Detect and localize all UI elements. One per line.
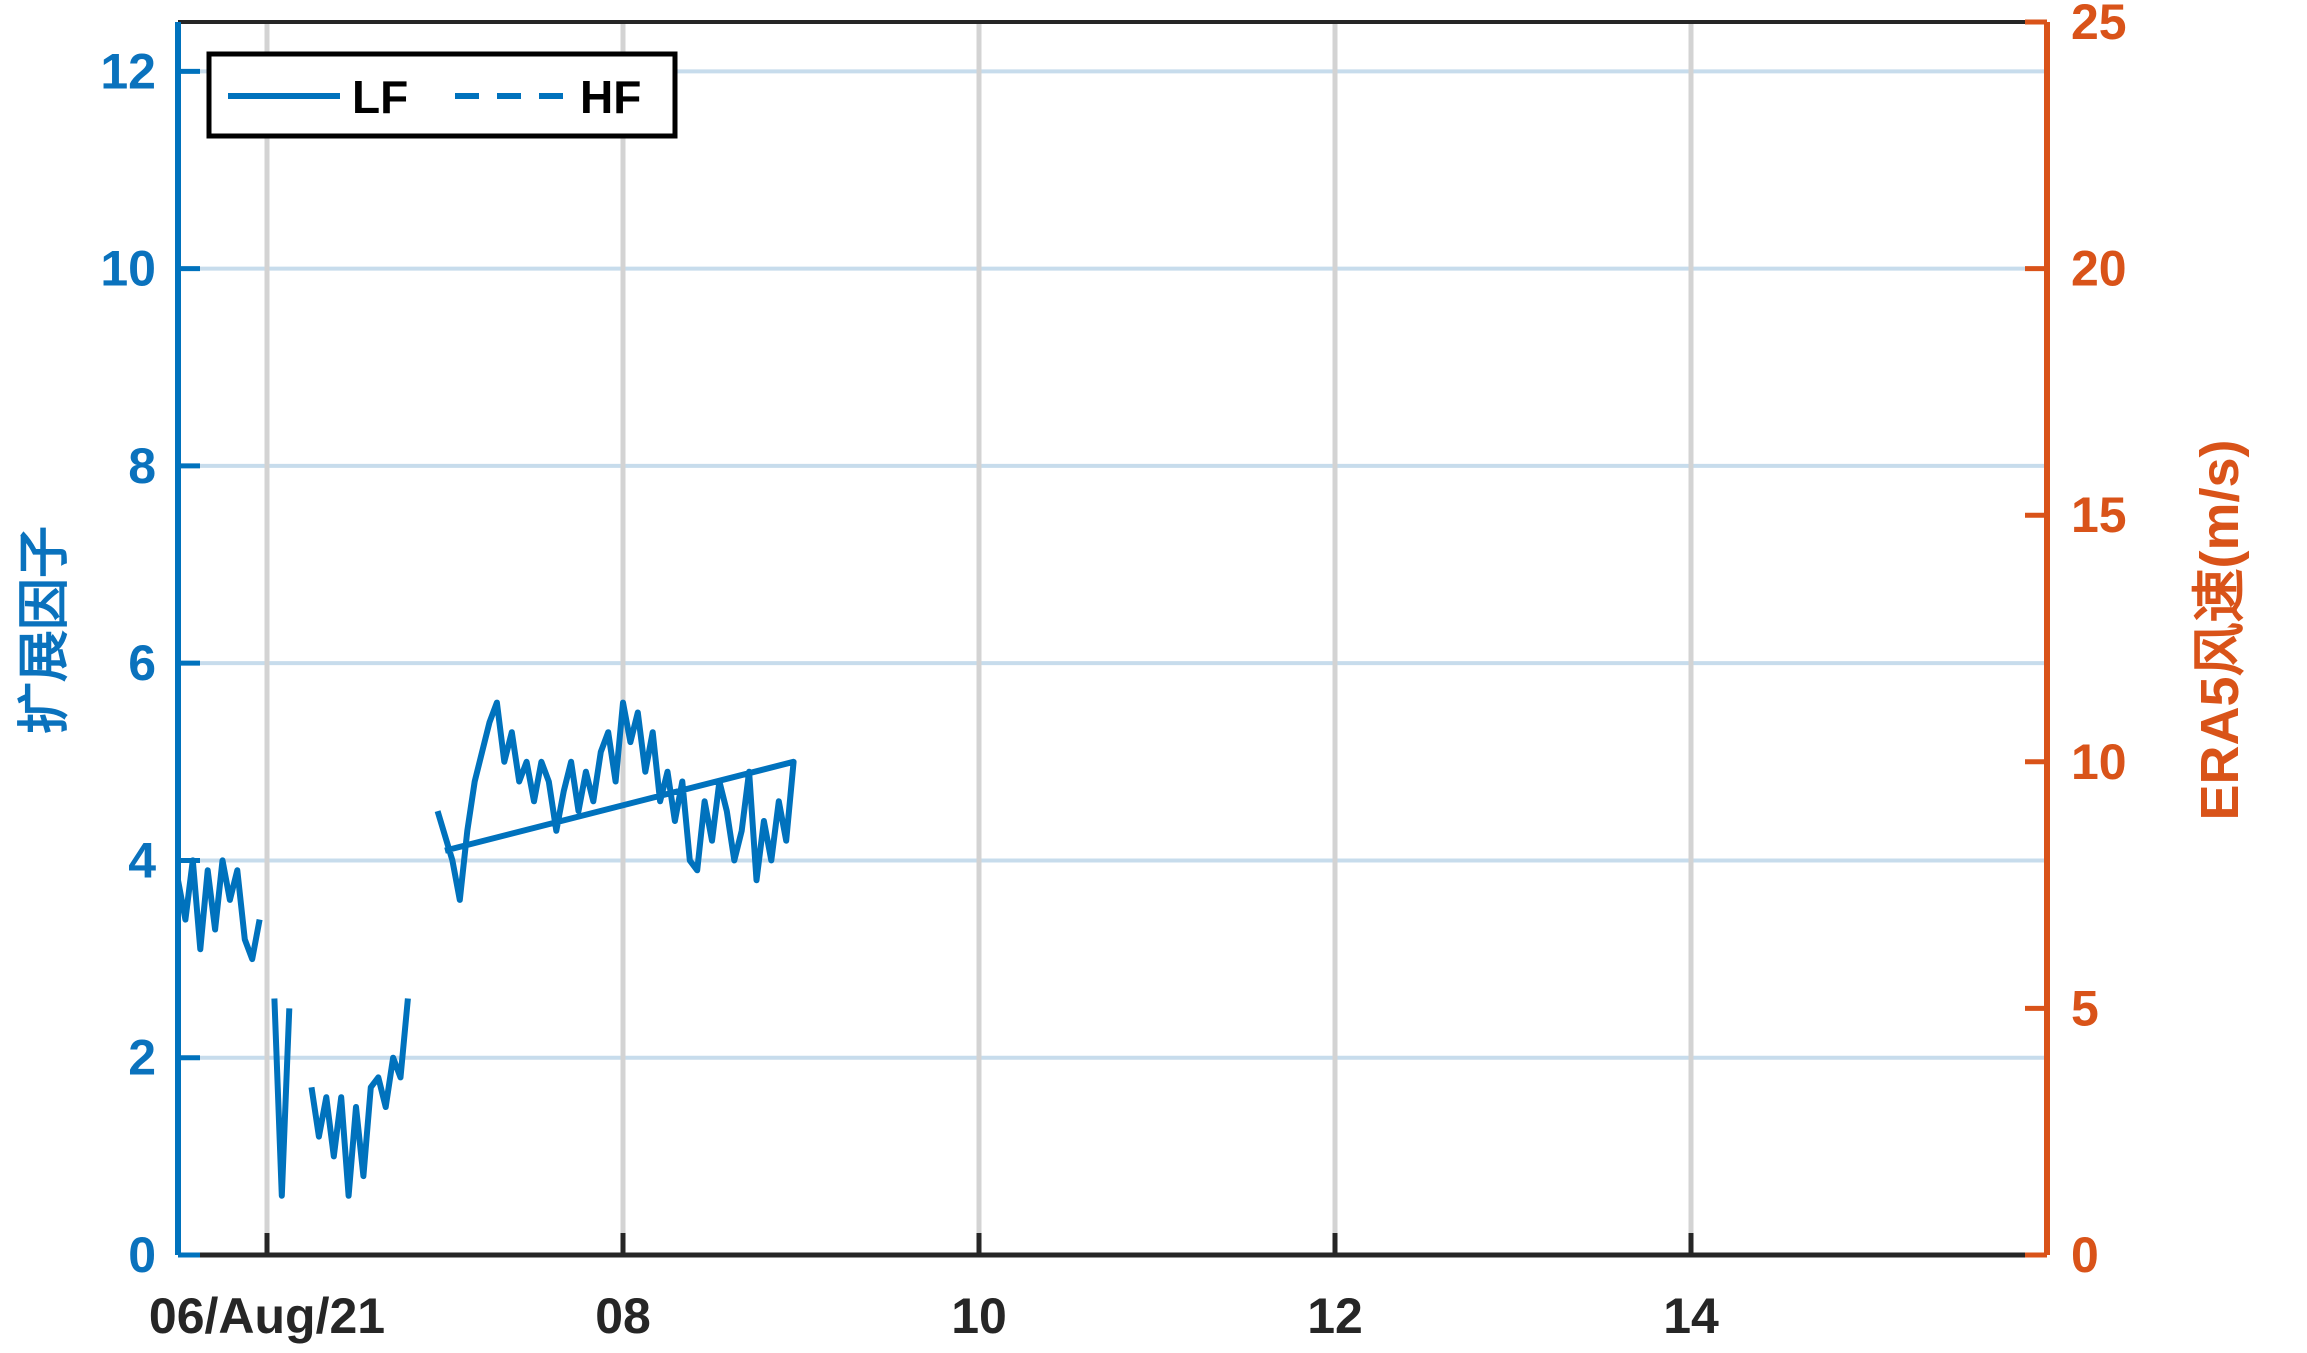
- y-axis-left-label: 扩展因子: [15, 526, 75, 734]
- y-right-tick-label-0: 0: [2071, 1227, 2099, 1283]
- y-left-tick-label-3: 6: [128, 635, 156, 691]
- tick-labels: 0 2 4 6 8 10 12 0 5 10 15 20 25 06/Aug/21 08 10 12 14: [100, 0, 2126, 1344]
- series-layer: [175, 699, 797, 1199]
- legend-label-hf: HF: [580, 71, 641, 123]
- y-right-tick-label-5: 25: [2071, 0, 2127, 50]
- y-left-tick-label-5: 10: [100, 241, 156, 297]
- x-tick-label-0: 06/Aug/21: [149, 1288, 385, 1344]
- axes: [175, 19, 2050, 1258]
- y-left-tick-label-0: 0: [128, 1227, 156, 1283]
- y-right-tick-label-3: 15: [2071, 487, 2127, 543]
- x-tick-label-3: 12: [1307, 1288, 1363, 1344]
- y-left-tick-label-4: 8: [128, 438, 156, 494]
- y-left-tick-label-6: 12: [100, 43, 156, 99]
- y-left-tick-label-2: 4: [128, 832, 156, 888]
- x-tick-label-2: 10: [951, 1288, 1007, 1344]
- legend-label-lf: LF: [352, 71, 408, 123]
- y-right-tick-label-2: 10: [2071, 734, 2127, 790]
- x-tick-label-4: 14: [1663, 1288, 1719, 1344]
- y-left-tick-label-1: 2: [128, 1030, 156, 1086]
- grid: [178, 22, 2047, 1255]
- legend: LF HF: [206, 51, 678, 139]
- y-right-tick-label-4: 20: [2071, 241, 2127, 297]
- y-axis-right-label: ERA5风速(m/s): [2190, 439, 2250, 820]
- series-line-lf: [175, 699, 797, 1199]
- x-tick-label-1: 08: [595, 1288, 651, 1344]
- y-right-tick-label-1: 5: [2071, 980, 2099, 1036]
